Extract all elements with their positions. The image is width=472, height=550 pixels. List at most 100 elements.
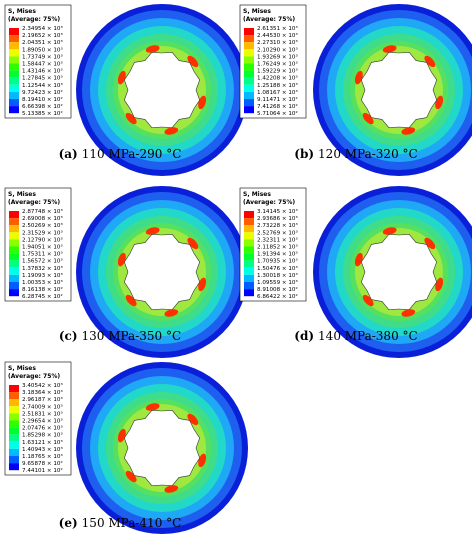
stress-spot — [125, 294, 137, 307]
stress-spot — [117, 70, 126, 85]
caption: (b) 120 MPa-320 °C — [294, 147, 417, 161]
legend-value: 1.89050 × 10³ — [22, 46, 63, 53]
stress-spot — [187, 55, 199, 68]
legend-value: 1.30018 × 10³ — [257, 272, 298, 279]
legend-swatch — [9, 399, 19, 407]
legend-value: 2.73228 × 10³ — [257, 222, 298, 229]
legend-swatch — [244, 218, 254, 226]
legend-value: 8.16138 × 10² — [22, 286, 63, 293]
legend-swatch — [9, 253, 19, 261]
legend-swatch — [244, 42, 254, 50]
legend-value: 2.74009 × 10³ — [22, 403, 63, 410]
caption-letter: (a) — [59, 147, 78, 161]
panel: S, Mises(Average: 75%) 2.34954 × 10³2.196… — [4, 4, 248, 176]
legend-subtitle: (Average: 75%) — [243, 199, 295, 206]
caption-text: 120 MPa-320 °C — [318, 147, 418, 161]
legend-swatch — [9, 463, 19, 471]
legend-value: 2.87748 × 10³ — [22, 208, 63, 215]
legend-value: 1.73749 × 10³ — [22, 53, 63, 60]
legend-swatch — [244, 91, 254, 99]
legend-swatch — [9, 239, 19, 247]
legend-swatch — [9, 35, 19, 43]
bore — [123, 51, 201, 129]
legend-value: 1.00353 × 10³ — [22, 279, 63, 286]
legend-swatch — [9, 63, 19, 71]
legend-swatch — [244, 282, 254, 290]
bore — [123, 409, 201, 487]
stress-spot — [125, 470, 137, 483]
legend-value: 2.93686 × 10³ — [257, 215, 298, 222]
legend-swatch — [9, 392, 19, 400]
legend-value: 1.18765 × 10³ — [22, 453, 63, 460]
stress-spot — [198, 453, 207, 468]
legend-swatch — [9, 91, 19, 99]
stress-spot — [164, 309, 179, 317]
stress-spot — [145, 403, 160, 411]
stress-spot — [401, 127, 416, 135]
stress-spot — [117, 252, 126, 267]
legend-value: 2.61351 × 10³ — [257, 25, 298, 32]
legend-swatch — [244, 274, 254, 282]
stress-spot — [198, 277, 207, 292]
legend-subtitle: (Average: 75%) — [8, 16, 60, 23]
legend-value: 1.50476 × 10³ — [257, 265, 298, 272]
stress-spot — [145, 227, 160, 235]
stress-spot — [198, 95, 207, 110]
legend-value: 2.50269 × 10³ — [22, 222, 63, 229]
legend-value: 1.40943 × 10³ — [22, 446, 63, 453]
legend-value: 1.63121 × 10³ — [22, 439, 63, 446]
legend-value: 1.59229 × 10³ — [257, 68, 298, 75]
caption-letter: (e) — [59, 516, 78, 530]
stress-spot — [382, 227, 397, 235]
legend-value: 2.07476 × 10³ — [22, 425, 63, 432]
legend-value: 3.40542 × 10³ — [22, 382, 63, 389]
legend-value: 1.12544 × 10³ — [22, 82, 63, 89]
legend-subtitle: (Average: 75%) — [8, 373, 60, 380]
legend-value: 3.18364 × 10³ — [22, 389, 63, 396]
legend-swatch — [244, 260, 254, 268]
stress-spot — [187, 413, 199, 426]
stress-spot — [362, 294, 374, 307]
bore — [123, 233, 201, 311]
legend-swatch — [9, 413, 19, 421]
legend-value: 5.71064 × 10² — [257, 110, 298, 117]
legend-value: 2.69008 × 10³ — [22, 215, 63, 222]
legend-value: 2.52769 × 10³ — [257, 229, 298, 236]
legend-swatch — [9, 84, 19, 92]
legend-value: 1.56572 × 10³ — [22, 258, 63, 265]
legend-value: 1.58447 × 10³ — [22, 61, 63, 68]
legend-swatch — [244, 99, 254, 107]
legend-swatch — [9, 441, 19, 449]
legend-value: 7.44101 × 10² — [22, 467, 63, 474]
legend-value: 1.94051 × 10³ — [22, 244, 63, 251]
legend-value: 9.11471 × 10² — [257, 96, 298, 103]
legend-swatch — [9, 77, 19, 85]
caption-text: 140 MPa-380 °C — [318, 329, 418, 343]
legend-swatch — [9, 267, 19, 275]
legend-value: 1.85298 × 10³ — [22, 432, 63, 439]
legend-value: 2.32311 × 10³ — [257, 236, 298, 243]
panel: S, Mises(Average: 75%) 3.14145 × 10³2.936… — [239, 186, 472, 358]
caption: (d) 140 MPa-380 °C — [294, 329, 417, 343]
legend-value: 9.65878 × 10² — [22, 460, 63, 467]
stress-spot — [187, 237, 199, 250]
legend-subtitle: (Average: 75%) — [8, 199, 60, 206]
legend-value: 6.86422 × 10² — [257, 293, 298, 300]
legend-swatch — [244, 84, 254, 92]
stress-spot — [164, 127, 179, 135]
legend-swatch — [9, 99, 19, 107]
stress-spot — [354, 70, 363, 85]
legend-value: 1.25188 × 10³ — [257, 82, 298, 89]
legend-value: 6.66398 × 10² — [22, 103, 63, 110]
legend-swatch — [244, 49, 254, 57]
legend-value: 2.19652 × 10³ — [22, 32, 63, 39]
legend-swatch — [9, 106, 19, 114]
legend-swatch — [9, 28, 19, 36]
stress-spot — [424, 237, 436, 250]
legend-value: 1.08167 × 10³ — [257, 89, 298, 96]
stress-spot — [362, 112, 374, 125]
legend-swatch — [9, 49, 19, 57]
caption-text: 130 MPa-350 °C — [82, 329, 182, 343]
stress-spot — [382, 45, 397, 53]
